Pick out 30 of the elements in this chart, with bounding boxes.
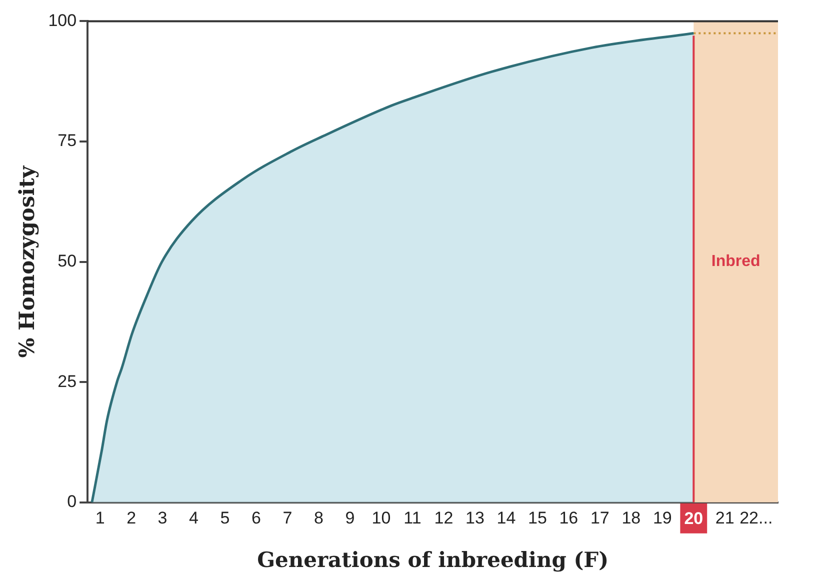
x-tick-label: 20 <box>684 509 704 528</box>
x-tick-label: 12 <box>434 508 454 528</box>
x-tick-label: 11 <box>404 508 422 528</box>
y-tick-label: 25 <box>58 372 77 391</box>
y-tick-label: 50 <box>58 251 77 270</box>
x-tick-label: 17 <box>590 508 610 528</box>
x-tick-label: 8 <box>314 508 324 528</box>
x-tick-label: 19 <box>652 508 672 528</box>
y-tick-label: 0 <box>67 492 77 512</box>
x-axis-title: Generations of inbreeding (F) <box>257 546 609 572</box>
x-tick-label: 21 <box>715 508 734 528</box>
x-tick-label: 6 <box>252 508 261 528</box>
x-tick-label: 13 <box>465 508 484 528</box>
x-tick-label: 9 <box>345 508 355 528</box>
x-tick-label: 10 <box>372 508 391 528</box>
x-tick-label: 15 <box>528 508 547 528</box>
x-tick-label: 7 <box>282 508 292 528</box>
y-tick-label: 75 <box>58 131 77 150</box>
x-tick-label: 18 <box>622 508 641 528</box>
y-axis-title: % Homozygosity <box>14 165 40 358</box>
x-tick-label: 22... <box>740 508 773 528</box>
y-tick-label: 100 <box>48 10 77 30</box>
x-tick-label: 5 <box>220 508 230 528</box>
x-tick-label: 4 <box>189 508 199 528</box>
x-tick-label: 3 <box>158 508 168 528</box>
x-tick-label: 2 <box>126 508 136 528</box>
band-label: Inbred <box>711 253 760 270</box>
x-tick-label: 1 <box>95 508 105 528</box>
x-tick-label: 14 <box>496 508 516 528</box>
x-tick-label: 16 <box>559 508 578 528</box>
